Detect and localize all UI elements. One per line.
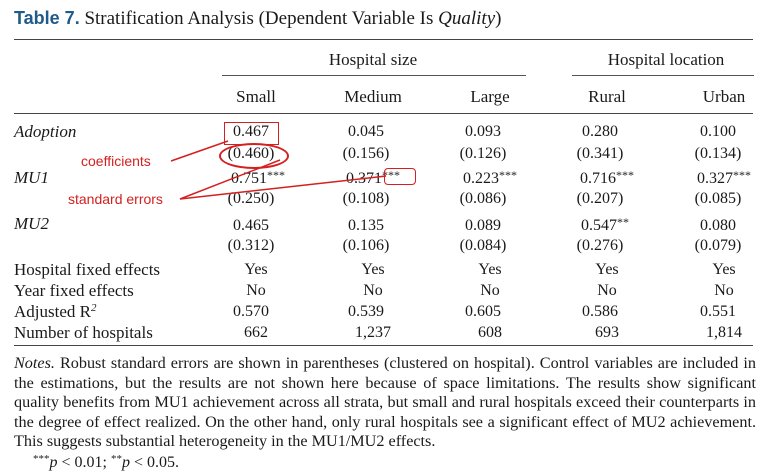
bottom-rule [14,345,753,346]
table-caption: Stratification Analysis (Dependent Varia… [84,8,439,29]
cell-mu1-se-rural: (0.207) [576,190,624,207]
cell-mu1-se-medium: (0.108) [342,190,390,207]
cell-mu2-se-urban: (0.079) [694,237,742,254]
cell-adoption-coef-rural: 0.280 [582,123,618,140]
cell-mu2-se-medium: (0.106) [342,237,390,254]
row-label-year-fixed-effects: Year fixed effects [14,281,134,300]
significance-legend: ***p < 0.01; **p < 0.05. [33,453,179,471]
table-caption-dependent-variable: Quality [438,8,496,29]
cell-adoption-coef-large: 0.093 [465,123,501,140]
group-span-rule-size [222,75,526,76]
cell-adj-r2-large: 0.605 [465,303,501,320]
row-label-hospital-fixed-effects: Hospital fixed effects [14,260,161,279]
notes-label: Notes. [14,354,55,372]
cell-adoption-se-medium: (0.156) [342,145,390,162]
cell-adj-r2-rural: 0.586 [582,303,618,320]
cell-mu2-coef-urban: 0.080 [700,217,736,234]
cell-mu1-coef-large: 0.223*** [463,168,517,187]
group-header-hospital-location: Hospital location [607,50,725,69]
column-header-medium: Medium [344,87,402,106]
cell-mu2-coef-small: 0.465 [233,217,269,234]
cell-adoption-se-urban: (0.134) [694,145,742,162]
cell-adj-r2-small: 0.570 [233,303,269,320]
cell-n-hospitals-small: 662 [244,324,268,341]
cell-mu2-se-large: (0.084) [459,237,507,254]
significance-stars: ** [617,215,629,229]
column-header-large: Large [470,87,510,106]
row-label-mu2: MU2 [14,214,49,233]
significance-stars: *** [267,168,285,182]
table-notes: Notes. Robust standard errors are shown … [14,354,756,452]
cell-mu1-coef-small: 0.751*** [231,168,285,187]
cell-hospital-fe-rural: Yes [595,261,619,278]
row-label-number-of-hospitals: Number of hospitals [14,323,153,342]
coefficients-annotation: coefficients [81,153,151,169]
cell-n-hospitals-urban: 1,814 [706,324,742,341]
cell-mu1-coef-urban: 0.327*** [697,168,751,187]
cell-adoption-se-rural: (0.341) [576,145,624,162]
cell-mu2-coef-large: 0.089 [465,217,501,234]
group-span-rule-location [572,75,754,76]
header-rule [14,113,753,114]
column-header-small: Small [236,87,276,106]
cell-year-fe-rural: No [597,282,617,299]
cell-adoption-se-large: (0.126) [459,145,507,162]
cell-adj-r2-urban: 0.551 [700,303,736,320]
cell-hospital-fe-small: Yes [244,261,268,278]
table-caption-close: ) [495,8,502,29]
table-number: Table 7. [14,8,80,28]
cell-mu1-se-small: (0.250) [227,190,275,207]
cell-n-hospitals-large: 608 [478,324,502,341]
stars-pointer-line [179,175,387,200]
standard-errors-annotation: standard errors [68,191,163,207]
notes-text: Robust standard errors are shown in pare… [14,354,756,451]
cell-mu2-coef-medium: 0.135 [348,217,384,234]
cell-hospital-fe-medium: Yes [361,261,385,278]
cell-year-fe-urban: No [714,282,734,299]
cell-mu2-coef-rural: 0.547** [581,215,629,234]
cell-year-fe-small: No [246,282,266,299]
top-rule [14,39,753,40]
cell-adj-r2-medium: 0.539 [348,303,384,320]
significance-stars: *** [499,168,517,182]
cell-mu2-se-small: (0.312) [227,237,275,254]
cell-hospital-fe-large: Yes [478,261,502,278]
cell-mu1-se-urban: (0.085) [694,190,742,207]
row-label-mu1: MU1 [14,168,49,187]
column-header-urban: Urban [702,87,746,106]
cell-n-hospitals-rural: 693 [595,324,619,341]
standard-errors-pointer-line [179,159,281,200]
cell-mu1-coef-rural: 0.716*** [580,168,634,187]
significance-stars: *** [616,168,634,182]
row-label-adoption: Adoption [14,122,77,141]
cell-mu2-se-rural: (0.276) [576,237,624,254]
coefficients-pointer-line [170,140,229,162]
table-title: Table 7. Stratification Analysis (Depend… [14,8,501,30]
cell-n-hospitals-medium: 1,237 [355,324,391,341]
cell-year-fe-large: No [480,282,500,299]
cell-adoption-coef-small: 0.467 [233,123,269,140]
cell-adoption-coef-medium: 0.045 [348,123,384,140]
column-header-rural: Rural [588,87,626,106]
row-label-adjusted-r2: Adjusted R2 [14,302,97,321]
cell-adoption-coef-urban: 0.100 [700,123,736,140]
standard-error-highlight-ellipse [219,143,289,169]
group-header-hospital-size: Hospital size [328,50,418,69]
significance-stars: *** [733,168,751,182]
cell-hospital-fe-urban: Yes [712,261,736,278]
cell-mu1-se-large: (0.086) [459,190,507,207]
cell-year-fe-medium: No [363,282,383,299]
